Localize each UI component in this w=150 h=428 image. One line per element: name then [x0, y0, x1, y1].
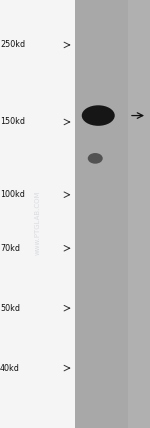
- Text: 50kd: 50kd: [0, 303, 20, 313]
- Text: 150kd: 150kd: [0, 117, 25, 127]
- Ellipse shape: [82, 105, 115, 126]
- Bar: [75, 0, 128, 428]
- Bar: [128, 0, 150, 428]
- Text: www.PTGLAB.COM: www.PTGLAB.COM: [34, 190, 40, 255]
- Text: 70kd: 70kd: [0, 244, 20, 253]
- Text: 40kd: 40kd: [0, 363, 20, 373]
- Ellipse shape: [88, 153, 103, 164]
- Text: 100kd: 100kd: [0, 190, 25, 199]
- Text: 250kd: 250kd: [0, 40, 25, 50]
